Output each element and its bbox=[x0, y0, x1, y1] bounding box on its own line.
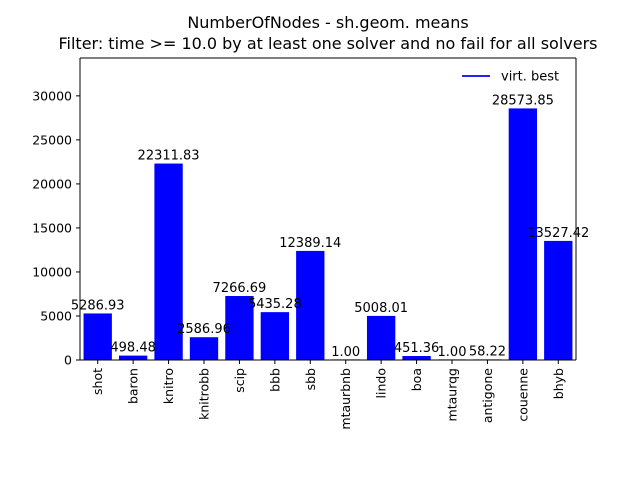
x-tick-label-couenne: couenne bbox=[515, 368, 530, 422]
axes-group: 0 5000 10000 15000 20000 25000 30000 shot baron k… bbox=[32, 57, 577, 430]
data-label-mtaurbnb: 1.00 bbox=[331, 345, 360, 360]
y-tick-label: 10000 bbox=[32, 264, 72, 279]
bar-sbb bbox=[296, 250, 325, 360]
x-tick-label-mtaurbnb: mtaurbnb bbox=[338, 368, 353, 430]
data-label-lindo: 5008.01 bbox=[354, 301, 408, 316]
bars-group bbox=[83, 108, 573, 360]
data-label-bbb: 5435.28 bbox=[248, 297, 302, 312]
y-tick-label: 25000 bbox=[32, 132, 72, 147]
bar-bhyb bbox=[544, 240, 573, 360]
y-tick-label: 15000 bbox=[32, 220, 72, 235]
bar-bbb bbox=[260, 312, 290, 360]
data-label-knitro: 22311.83 bbox=[138, 149, 200, 164]
x-tick-label-scip: scip bbox=[232, 368, 247, 393]
data-label-sbb: 12389.14 bbox=[279, 236, 341, 251]
bar-scip bbox=[225, 296, 254, 360]
y-tick-label: 5000 bbox=[40, 308, 72, 323]
data-label-couenne: 28573.85 bbox=[492, 93, 554, 108]
chart-title: NumberOfNodes - sh.geom. means bbox=[187, 13, 468, 32]
data-label-antigone: 58.22 bbox=[469, 344, 506, 359]
data-label-boa: 451.36 bbox=[394, 341, 440, 356]
data-label-shot: 5286.93 bbox=[71, 298, 125, 313]
x-tick-label-knitro: knitro bbox=[161, 368, 176, 404]
data-label-bhyb: 13527.42 bbox=[527, 226, 589, 241]
x-tick-label-shot: shot bbox=[90, 368, 105, 395]
data-label-scip: 7266.69 bbox=[213, 281, 267, 296]
bar-knitrobb bbox=[189, 337, 219, 360]
x-tick-label-boa: boa bbox=[409, 368, 424, 391]
y-tick-label: 0 bbox=[64, 353, 72, 368]
legend: virt. best bbox=[462, 70, 559, 85]
data-label-knitrobb: 2586.96 bbox=[177, 322, 231, 337]
bar-shot bbox=[83, 313, 112, 360]
x-tick-label-mtaurqg: mtaurqg bbox=[445, 368, 460, 421]
x-tick-label-antigone: antigone bbox=[480, 368, 495, 423]
bar-knitro bbox=[154, 163, 183, 360]
bar-couenne bbox=[508, 108, 538, 360]
y-tick-label: 30000 bbox=[32, 88, 72, 103]
x-tick-label-lindo: lindo bbox=[374, 368, 389, 398]
bar-lindo bbox=[366, 315, 396, 360]
chart-subtitle: Filter: time >= 10.0 by at least one sol… bbox=[58, 34, 597, 53]
data-label-baron: 498.48 bbox=[110, 341, 156, 356]
bar-baron bbox=[118, 355, 148, 360]
x-tick-label-sbb: sbb bbox=[303, 368, 318, 390]
legend-label: virt. best bbox=[501, 70, 559, 85]
x-tick-label-bhyb: bhyb bbox=[551, 368, 566, 399]
x-tick-label-bbb: bbb bbox=[267, 368, 282, 392]
y-tick-label: 20000 bbox=[32, 176, 72, 191]
bar-boa bbox=[402, 356, 431, 360]
x-tick-label-knitrobb: knitrobb bbox=[197, 368, 212, 420]
data-label-mtaurqg: 1.00 bbox=[438, 345, 467, 360]
data-labels-group: 5286.93 498.48 22311.83 2586.96 7266.695435.… bbox=[71, 93, 589, 360]
x-tick-label-baron: baron bbox=[126, 368, 141, 404]
